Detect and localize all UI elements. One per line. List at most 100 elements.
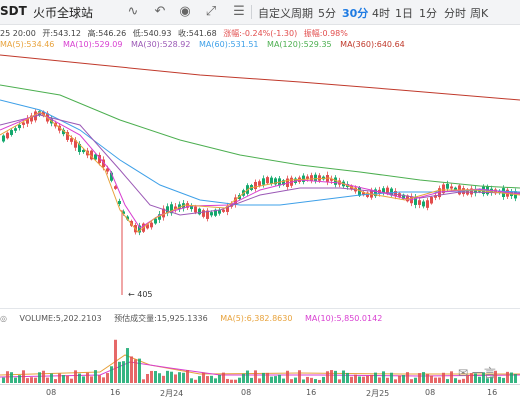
candle-body: [90, 150, 93, 160]
volume-bar: [294, 377, 297, 383]
volume-bar: [166, 370, 169, 383]
x-tick: 16: [487, 388, 498, 397]
volume-bar: [470, 373, 473, 383]
symbol-label[interactable]: SDT: [0, 4, 27, 18]
volume-bar: [386, 377, 389, 383]
volume-bar: [210, 375, 213, 383]
candle-body: [450, 186, 453, 189]
candle-body: [258, 181, 261, 186]
volume-bar: [262, 372, 265, 383]
ma120-line: [0, 84, 520, 189]
candle-body: [106, 168, 109, 172]
list-icon[interactable]: ☰: [233, 4, 245, 19]
candle-body: [178, 204, 181, 210]
candle-body: [210, 212, 213, 216]
volume-bar: [106, 373, 109, 383]
volume-bar: [126, 348, 129, 383]
volume-bar: [234, 379, 237, 383]
candle-body: [74, 140, 77, 148]
volume-bar: [198, 376, 201, 383]
candle-body: [218, 209, 221, 214]
volume-bar: [438, 377, 441, 383]
period-4h[interactable]: 4时: [372, 7, 390, 20]
candle-body: [150, 222, 153, 228]
undo-icon[interactable]: ↶: [154, 4, 166, 19]
candle-body: [266, 177, 269, 184]
volume-bar: [350, 376, 353, 383]
volume-bar: [246, 370, 249, 383]
volume-bar: [338, 379, 341, 383]
period-timeshare[interactable]: 分时: [444, 7, 466, 20]
period-1d[interactable]: 1日: [395, 7, 413, 20]
period-1m[interactable]: 1分: [419, 7, 437, 20]
ohlc-high: 高:546.26: [87, 29, 127, 38]
ma-legend: MA(5):534.46 MA(10):529.09 MA(30):528.92…: [0, 40, 411, 49]
volume-bar: [154, 371, 157, 383]
ohlc-change: 涨幅:-0.24%(-1.30): [223, 29, 298, 38]
fullscreen-icon[interactable]: ⤢: [205, 4, 217, 19]
volume-bar: [78, 373, 81, 383]
candle-body: [394, 191, 397, 197]
ma360-line: [0, 54, 520, 101]
volume-bar: [202, 372, 205, 383]
candle-body: [18, 124, 21, 129]
period-5m[interactable]: 5分: [318, 7, 336, 20]
period-30m[interactable]: 30分: [342, 7, 369, 20]
ma10-label: MA(10):529.09: [62, 40, 123, 49]
ohlc-time: 25 20:00: [0, 29, 36, 38]
candle-body: [330, 178, 333, 181]
candle-body: [94, 154, 97, 160]
x-tick: 08: [425, 388, 436, 397]
watermark-text: 一言: [471, 366, 496, 380]
volume-bar: [326, 371, 329, 383]
line-draw-icon[interactable]: ∿: [127, 4, 139, 19]
ma30-line: [0, 114, 520, 216]
volume-bar: [278, 374, 281, 383]
candle-body: [470, 188, 473, 195]
candle-body: [122, 211, 125, 214]
volume-bar: [502, 377, 505, 383]
volume-bar: [214, 378, 217, 383]
volume-bar: [394, 379, 397, 383]
volume-bar: [378, 377, 381, 383]
candle-body: [98, 154, 101, 164]
volume-bar: [334, 370, 337, 383]
volume-bar: [90, 376, 93, 383]
watermark: ✉ 一言: [458, 364, 496, 381]
candle-body: [426, 200, 429, 208]
candle-body: [62, 129, 65, 135]
volume-bar: [498, 376, 501, 383]
chart-toolbar: SDT 火币全球站 ∿ ↶ ◉ ⤢ ☰ 自定义周期 5分 30分 4时 1日 1…: [0, 0, 520, 25]
eye-icon[interactable]: ◎: [0, 314, 7, 323]
wechat-icon: ✉: [458, 366, 469, 380]
volume-bar: [186, 370, 189, 383]
exchange-label[interactable]: 火币全球站: [33, 6, 94, 20]
volume-bar: [34, 377, 37, 383]
volume-ma5-line: [0, 354, 520, 376]
volume-bar: [218, 374, 221, 383]
volume-bar: [354, 374, 357, 383]
ma5-label: MA(5):534.46: [0, 40, 55, 49]
volume-bar: [54, 379, 57, 383]
volume-bar: [306, 376, 309, 383]
volume-bar: [310, 377, 313, 383]
candle-body: [406, 195, 409, 202]
candle-body: [430, 197, 433, 204]
volume-bar: [302, 379, 305, 383]
volume-bar: [10, 372, 13, 383]
volume-bar: [458, 379, 461, 383]
x-tick: 2月25: [366, 389, 390, 398]
volume-bar: [402, 375, 405, 383]
period-week[interactable]: 周K: [470, 7, 489, 20]
candle-body: [318, 175, 321, 181]
screenshot-icon[interactable]: ◉: [179, 4, 191, 19]
ohlc-info: 25 20:00 开:543.12 高:546.26 低:540.93 收:54…: [0, 28, 352, 39]
candle-body: [402, 194, 405, 199]
ma10-line: [0, 112, 520, 229]
volume-bar: [454, 378, 457, 383]
candle-body: [214, 209, 217, 216]
candle-body: [110, 172, 113, 181]
custom-period-button[interactable]: 自定义周期: [258, 7, 313, 20]
candle-body: [154, 218, 157, 224]
